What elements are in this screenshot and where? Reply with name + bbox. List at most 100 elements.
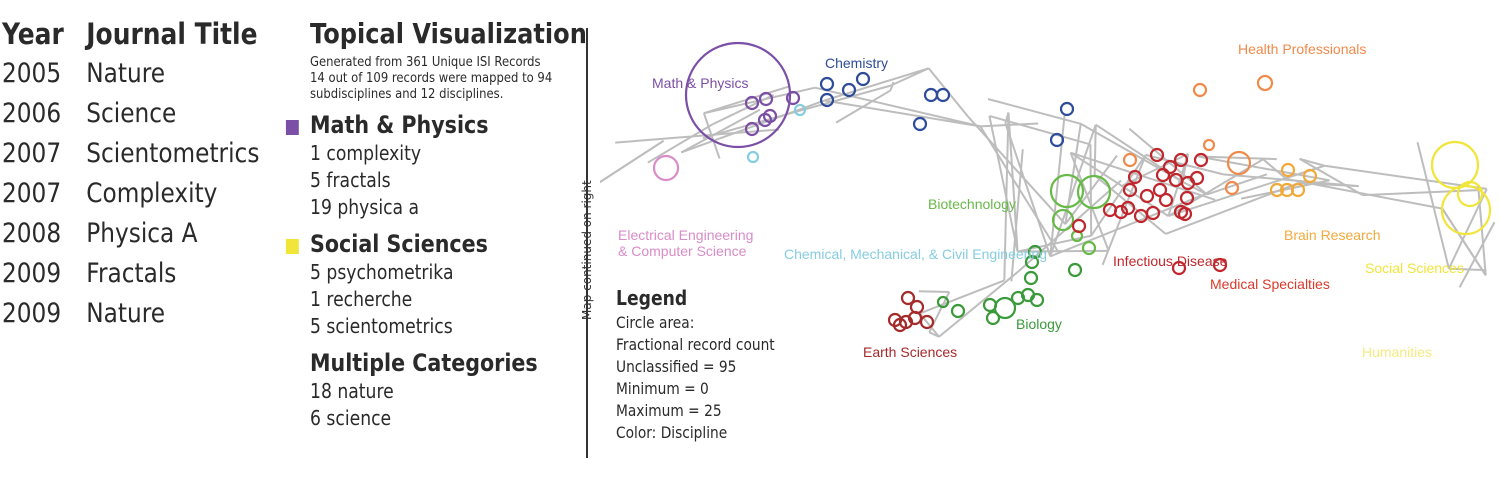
- journal-title: Scientometrics: [86, 138, 260, 169]
- map-labels: Math & Physics Chemistry Health Profession…: [618, 41, 1464, 360]
- network-edge: [1362, 189, 1479, 197]
- network-edge: [779, 84, 891, 118]
- category-name: Multiple Categories: [310, 349, 538, 377]
- topical-subtitle-line: 14 out of 109 records were mapped to 94: [310, 70, 553, 86]
- infectious-disease-node: [1177, 206, 1193, 222]
- network-edge: [1223, 173, 1359, 188]
- category-heading: Multiple Categories: [310, 348, 587, 378]
- biology-node: [1023, 270, 1039, 286]
- earth-sciences-node: [919, 314, 935, 330]
- category-heading: Math & Physics: [285, 110, 587, 140]
- map-label-health-professionals: Health Professionals: [1238, 41, 1366, 57]
- chemistry-node: [855, 71, 871, 87]
- map-label-humanities: Humanities: [1362, 344, 1432, 360]
- journal-year: 2008: [2, 218, 62, 249]
- legend-line: Minimum = 0: [616, 379, 709, 398]
- biology-node: [1027, 244, 1043, 260]
- chemistry-node: [1049, 132, 1065, 148]
- map-label-electrical-2: & Computer Science: [618, 243, 747, 259]
- legend-line: Circle area:: [616, 313, 695, 332]
- chemistry-node: [819, 92, 835, 108]
- infectious-disease-node: [1120, 200, 1136, 216]
- network-edge: [889, 81, 895, 91]
- network-edge: [1049, 192, 1208, 258]
- journal-table: Year Journal Title 2005 Nature 2006 Science…: [2, 14, 260, 334]
- map-label-electrical-1: Electrical Engineering: [618, 227, 753, 243]
- infectious-disease-node: [1149, 147, 1165, 163]
- math-physics-node: [785, 90, 801, 106]
- biology-node: [1029, 292, 1045, 308]
- infectious-disease-node: [1122, 182, 1138, 198]
- category-swatch: [285, 120, 299, 135]
- brain-research-node: [1269, 182, 1285, 198]
- category-item: 18 nature: [310, 379, 394, 403]
- infectious-disease-node: [1113, 204, 1129, 220]
- network-edge: [1049, 124, 1097, 257]
- network-edge: [600, 139, 665, 184]
- biology-node: [1067, 262, 1083, 278]
- category-item: 5 psychometrika: [310, 260, 454, 284]
- journal-year: 2005: [2, 58, 62, 89]
- chemistry-node: [1059, 101, 1075, 117]
- brain-research-node: [1302, 168, 1318, 184]
- category-heading: Social Sciences: [285, 229, 587, 259]
- map-label-biotechnology: Biotechnology: [928, 196, 1016, 212]
- earth-sciences-node: [907, 310, 923, 326]
- network-edge: [1093, 124, 1097, 176]
- biotechnology-node: [1051, 208, 1075, 232]
- map-label-chemical: Chemical, Mechanical, & Civil Engineerin…: [784, 246, 1047, 262]
- map-label-medical: Medical Specialties: [1210, 276, 1330, 292]
- journal-table-header: Year Journal Title: [2, 14, 260, 54]
- map-divider: [586, 28, 588, 458]
- network-edge: [814, 86, 981, 128]
- infectious-disease-node: [1155, 167, 1171, 183]
- health-professionals-node: [1256, 74, 1274, 92]
- infectious-disease-node: [1171, 260, 1187, 276]
- map-label-infectious: Infectious Disease: [1113, 253, 1228, 269]
- network-edge: [1441, 208, 1487, 276]
- math-physics-node: [744, 95, 760, 111]
- topical-subtitle-line: subdisciplines and 12 disciplines.: [310, 86, 504, 102]
- journal-title-header: Journal Title: [86, 17, 258, 51]
- brain-research-node: [1280, 162, 1296, 178]
- network-edge: [980, 122, 1039, 128]
- journal-row: 2005 Nature: [2, 54, 260, 94]
- network-edge: [1299, 157, 1325, 167]
- network-edge: [1324, 164, 1487, 190]
- journal-title: Nature: [86, 58, 166, 89]
- network-edge: [1010, 149, 1024, 282]
- health-professionals-node: [1192, 82, 1208, 98]
- math-physics-node: [684, 41, 792, 149]
- journal-title: Science: [86, 98, 177, 129]
- chemical-engineering-node: [793, 103, 807, 117]
- map-network: [600, 67, 1496, 338]
- network-edge: [1299, 157, 1364, 197]
- journal-year: 2007: [2, 178, 62, 209]
- network-edge: [890, 67, 930, 87]
- math-physics-node: [762, 108, 778, 124]
- category-item: 6 science: [310, 406, 392, 430]
- network-edge: [1181, 180, 1208, 196]
- map-continued-label: Map continued on right: [580, 180, 594, 320]
- map-label-biology: Biology: [1016, 316, 1062, 332]
- legend-line: Unclassified = 95: [616, 357, 737, 376]
- journal-year: 2009: [2, 298, 62, 329]
- biotechnology-node: [1049, 173, 1085, 209]
- map-label-brain: Brain Research: [1284, 227, 1381, 243]
- biology-node: [985, 310, 1001, 326]
- network-edge: [823, 67, 929, 102]
- network-edge: [1165, 182, 1299, 235]
- brain-research-node: [1290, 182, 1306, 198]
- health-professionals-node: [1122, 152, 1138, 168]
- topical-title: Topical Visualization: [310, 17, 587, 50]
- network-edge: [680, 108, 761, 154]
- category-name: Social Sciences: [310, 230, 488, 258]
- journal-row: 2008 Physica A: [2, 214, 260, 254]
- network-edge: [1458, 221, 1496, 288]
- category-name: Math & Physics: [310, 111, 489, 139]
- legend-line: Maximum = 25: [616, 401, 722, 420]
- network-edge: [1448, 267, 1487, 272]
- category-item: 1 complexity: [310, 141, 422, 165]
- network-edge: [1168, 164, 1325, 218]
- math-physics-node: [758, 91, 774, 107]
